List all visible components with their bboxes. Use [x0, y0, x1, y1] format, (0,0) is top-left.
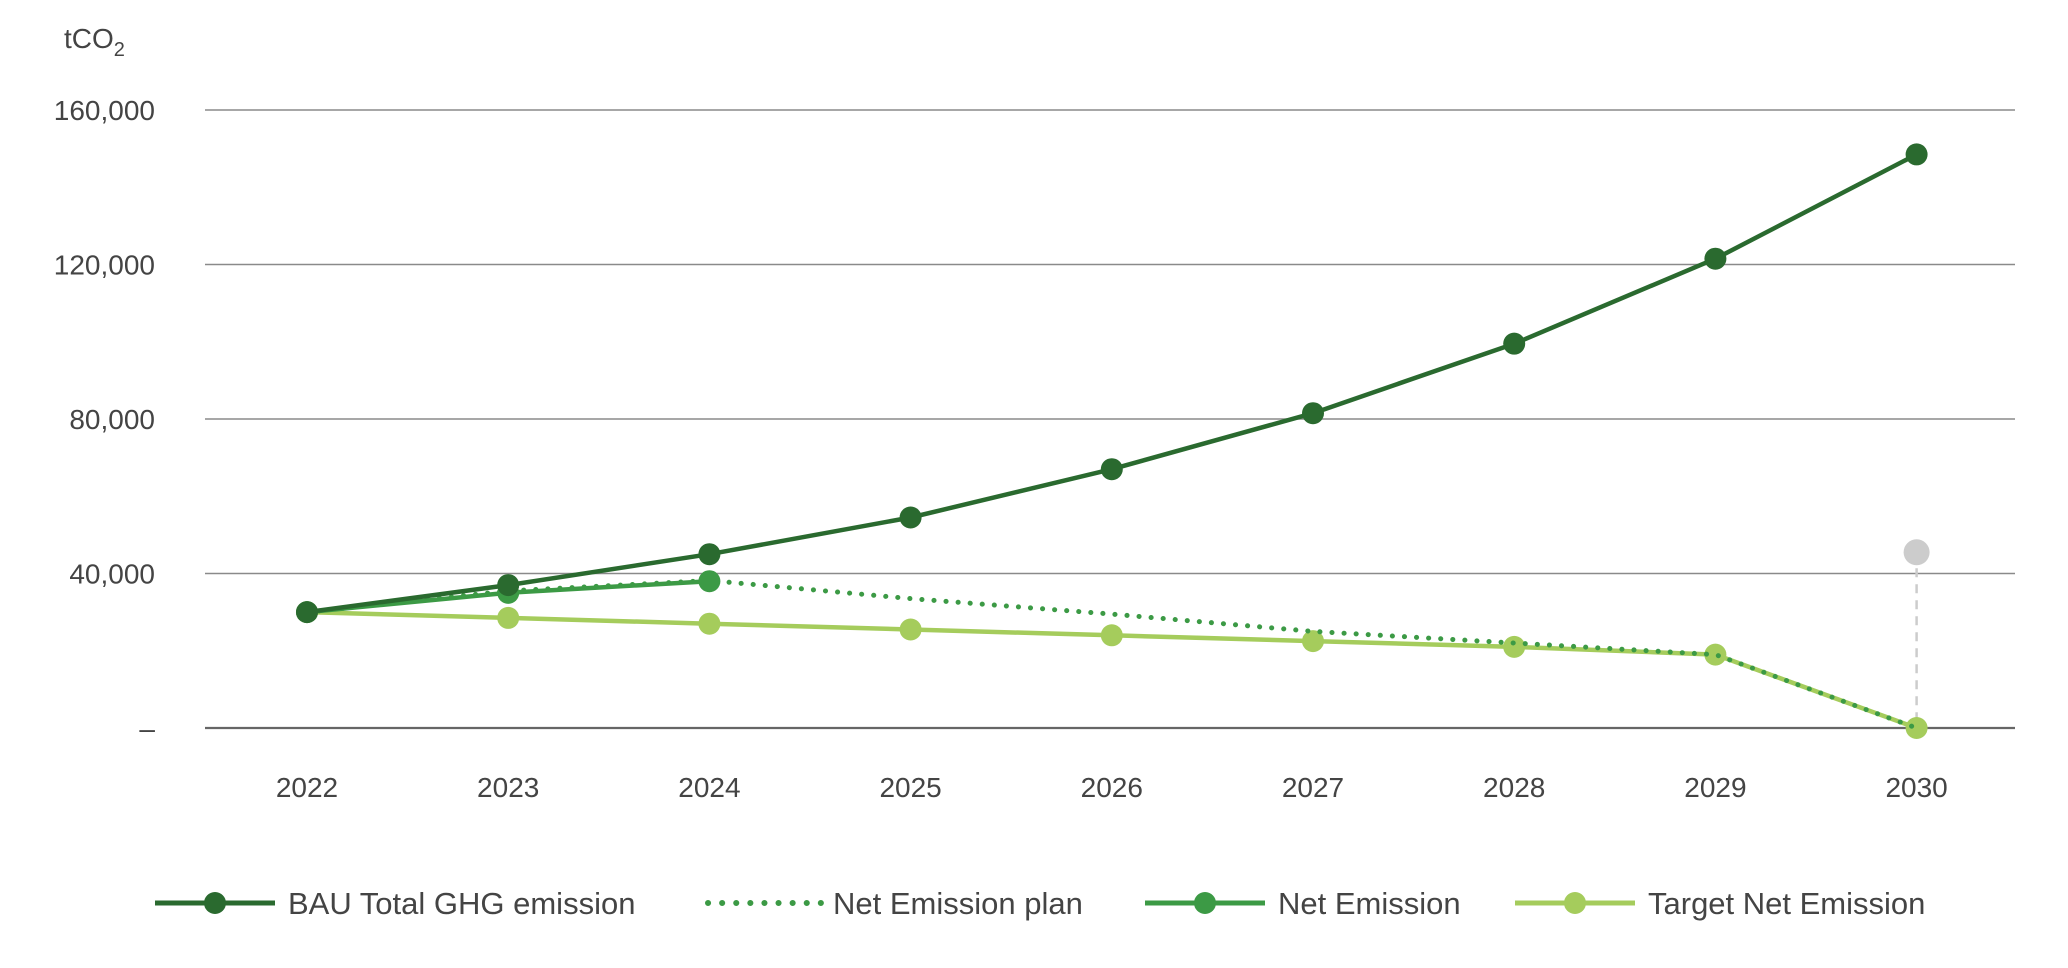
series-target-net-emission: [296, 601, 1928, 739]
legend-label: BAU Total GHG emission: [288, 886, 635, 921]
series-line: [304, 577, 1920, 731]
series-bau-total-ghg-emission: [296, 143, 1928, 624]
data-point: [1704, 643, 1727, 666]
legend-item-bau-total-ghg-emission: BAU Total GHG emission: [155, 886, 635, 921]
y-axis-unit-label: tCO2: [64, 23, 125, 61]
data-point: [1503, 635, 1526, 658]
data-point: [1905, 143, 1928, 166]
annotation-marker: [1903, 539, 1930, 566]
x-tick-label: 2029: [1684, 772, 1746, 803]
data-point: [899, 618, 922, 641]
data-point: [1100, 624, 1123, 647]
legend-marker: [1564, 892, 1586, 914]
data-point: [1704, 247, 1727, 270]
legend-marker: [204, 892, 226, 914]
y-tick-label: 80,000: [69, 404, 155, 435]
legend-label: Net Emission plan: [833, 886, 1083, 921]
data-point: [1302, 630, 1324, 653]
y-tick-label: –: [139, 713, 155, 744]
x-tick-label: 2025: [879, 772, 941, 803]
data-point: [698, 543, 721, 566]
series-net-emission-plan: [304, 577, 1920, 731]
legend: BAU Total GHG emission Net Emission plan N…: [155, 886, 1925, 921]
data-point: [497, 574, 520, 597]
y-tick-label: 160,000: [54, 95, 155, 126]
legend-item-net-emission-plan: Net Emission plan: [705, 886, 1083, 921]
data-point: [899, 506, 922, 529]
x-tick-label: 2023: [477, 772, 539, 803]
x-axis-ticks: 2022 2023 2024 2025 2026 2027 2028 2029 2030: [276, 772, 1948, 803]
x-tick-label: 2026: [1081, 772, 1143, 803]
x-tick-label: 2024: [678, 772, 740, 803]
y-axis-ticks: – 40,000 80,000 120,000 160,000: [54, 95, 156, 744]
data-point: [497, 606, 520, 629]
data-point: [296, 601, 318, 624]
y-tick-label: 40,000: [69, 559, 155, 590]
y-tick-label: 120,000: [54, 250, 155, 281]
x-tick-label: 2028: [1483, 772, 1545, 803]
legend-marker: [1194, 892, 1216, 914]
data-point: [1100, 458, 1123, 481]
legend-label: Net Emission: [1278, 886, 1461, 921]
series-line: [306, 152, 1918, 615]
data-point: [698, 570, 721, 593]
data-point: [698, 612, 721, 635]
x-tick-label: 2027: [1282, 772, 1344, 803]
annotations: [1903, 539, 1930, 728]
x-tick-label: 2022: [276, 772, 338, 803]
legend-item-target-net-emission: Target Net Emission: [1515, 886, 1925, 921]
x-tick-label: 2030: [1885, 772, 1947, 803]
data-point: [1905, 717, 1928, 739]
legend-label: Target Net Emission: [1648, 886, 1925, 921]
series-lines: [296, 143, 1928, 739]
legend-item-net-emission: Net Emission: [1145, 886, 1461, 921]
data-point: [1302, 402, 1324, 425]
data-point: [1503, 332, 1526, 355]
